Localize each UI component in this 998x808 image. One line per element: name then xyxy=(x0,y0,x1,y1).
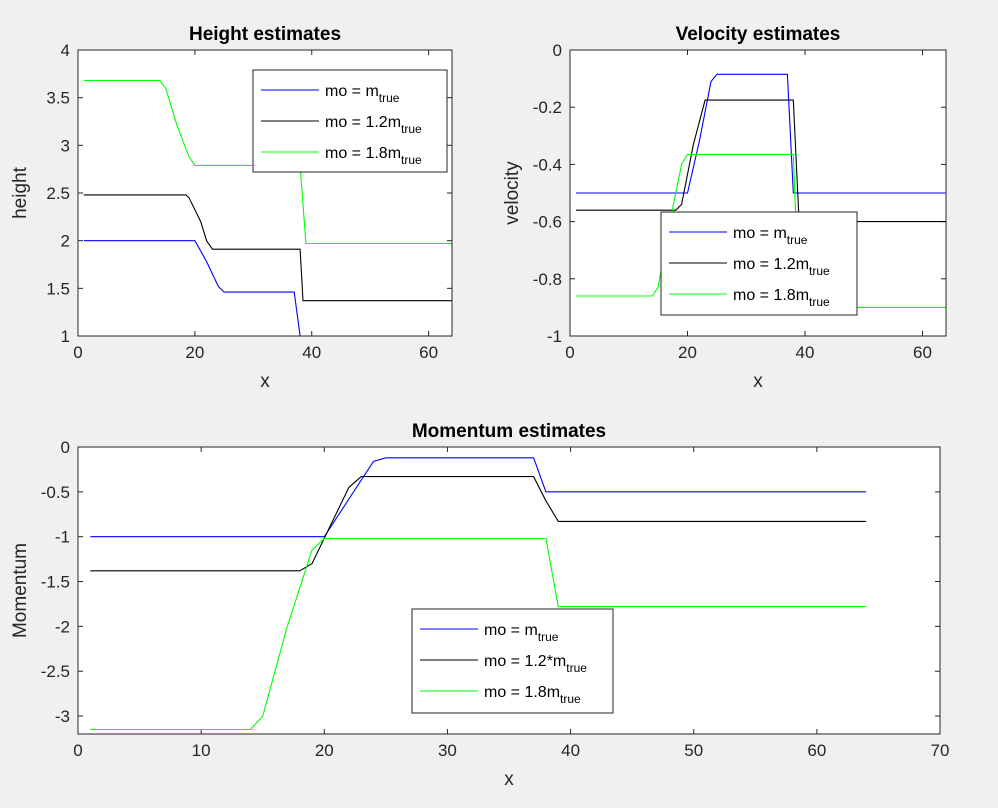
y-tick-label: -2.5 xyxy=(41,662,70,681)
series-line-2 xyxy=(575,99,946,223)
x-tick-label: 70 xyxy=(931,741,950,760)
x-axis-label: x xyxy=(753,371,763,392)
y-tick-label: 3.5 xyxy=(46,89,70,108)
legend: mo = mtrue mo = 1.2*mtrue mo = 1.8mtrue xyxy=(411,608,614,714)
x-tick-label: 40 xyxy=(796,343,815,362)
series-line-1 xyxy=(575,73,946,194)
y-tick-label: -2 xyxy=(55,617,70,636)
y-tick-label: -0.6 xyxy=(533,213,562,232)
x-tick-label: 60 xyxy=(913,343,932,362)
y-tick-label: 2.5 xyxy=(46,184,70,203)
chart-title: Momentum estimates xyxy=(412,421,606,442)
x-axis-label: x xyxy=(260,371,270,392)
x-tick-label: 20 xyxy=(315,741,334,760)
y-tick-label: 0 xyxy=(61,438,70,457)
axes-box xyxy=(569,49,947,337)
y-axis-label: height xyxy=(10,166,31,218)
x-tick-label: 50 xyxy=(684,741,703,760)
legend-entry: mo = mtrue xyxy=(733,225,808,247)
legend-entry: mo = 1.2*mtrue xyxy=(484,653,587,675)
legend-entry: mo = mtrue xyxy=(484,622,559,644)
y-axis-label: velocity xyxy=(502,161,523,225)
legend-box xyxy=(411,608,614,714)
y-tick-label: 4 xyxy=(61,41,70,60)
series-line-3 xyxy=(90,537,867,731)
x-tick-label: 60 xyxy=(419,343,438,362)
series-line-2 xyxy=(83,194,452,302)
series-line-2 xyxy=(90,476,867,572)
y-tick-label: -0.8 xyxy=(533,270,562,289)
x-tick-label: 30 xyxy=(438,741,457,760)
y-tick-label: -0.4 xyxy=(533,155,562,174)
legend-entry: mo = 1.8mtrue xyxy=(484,684,581,706)
legend-entry: mo = 1.8mtrue xyxy=(325,145,422,167)
legend-entry: mo = 1.2mtrue xyxy=(733,256,830,278)
chart-1: 0 20 40 60 1 1.5 2 2.5 3 3.5 4 Height estimates x hei… xyxy=(10,24,453,392)
x-tick-label: 0 xyxy=(73,343,82,362)
chart-3: 0 10 20 30 40 50 60 70 -3 -2.5 -2 -1.5 -1 -0.5 0 Moment… xyxy=(10,421,949,790)
y-tick-label: -3 xyxy=(55,707,70,726)
x-tick-label: 40 xyxy=(302,343,321,362)
chart-title: Height estimates xyxy=(189,24,341,45)
series-line-1 xyxy=(83,240,452,336)
series-line-3 xyxy=(83,79,452,245)
y-tick-label: -0.2 xyxy=(533,98,562,117)
x-tick-label: 20 xyxy=(678,343,697,362)
x-axis-label: x xyxy=(504,769,514,790)
y-tick-label: 1.5 xyxy=(46,279,70,298)
y-tick-label: 2 xyxy=(61,232,70,251)
y-tick-label: 3 xyxy=(61,136,70,155)
x-tick-label: 0 xyxy=(73,741,82,760)
y-tick-label: -0.5 xyxy=(41,483,70,502)
y-tick-label: 1 xyxy=(61,327,70,346)
legend-entry: mo = mtrue xyxy=(325,83,400,105)
y-tick-label: 0 xyxy=(553,41,562,60)
y-tick-label: -1.5 xyxy=(41,573,70,592)
x-tick-label: 40 xyxy=(561,741,580,760)
y-tick-label: -1 xyxy=(547,327,562,346)
y-axis-label: Momentum xyxy=(10,543,31,638)
chart-2: 0 20 40 60 -1 -0.8 -0.6 -0.4 -0.2 0 Velocity estim… xyxy=(502,24,947,392)
x-tick-label: 60 xyxy=(807,741,826,760)
y-tick-label: -1 xyxy=(55,528,70,547)
axes-box xyxy=(77,446,941,735)
legend-entry: mo = 1.2mtrue xyxy=(325,114,422,136)
legend: mo = mtrue mo = 1.2mtrue mo = 1.8mtrue xyxy=(660,211,858,316)
x-tick-label: 10 xyxy=(192,741,211,760)
legend-entry: mo = 1.8mtrue xyxy=(733,287,830,309)
legend: mo = mtrue mo = 1.2mtrue mo = 1.8mtrue xyxy=(252,69,448,173)
axes-box xyxy=(77,49,453,337)
x-tick-label: 20 xyxy=(185,343,204,362)
chart-title: Velocity estimates xyxy=(676,24,841,45)
x-tick-label: 0 xyxy=(565,343,574,362)
